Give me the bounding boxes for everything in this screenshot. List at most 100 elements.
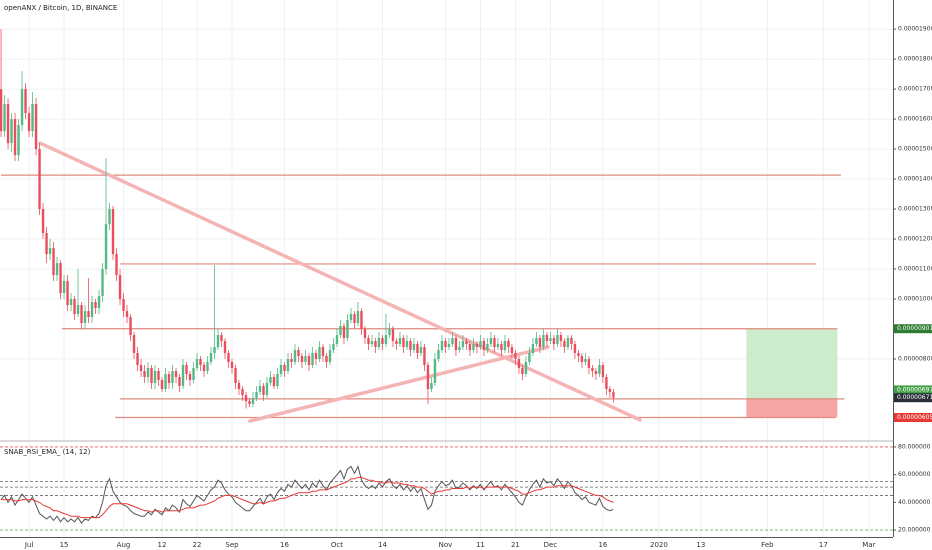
candle-body (209, 353, 213, 363)
x-tick-label: 11 (476, 541, 485, 549)
candle-body (601, 365, 605, 378)
candle-body (594, 371, 598, 375)
candle-body (276, 374, 279, 387)
indicator-tick-label: 20.000000 (898, 527, 931, 534)
candle-body (97, 296, 101, 309)
candle-body (367, 338, 370, 345)
candle-body (174, 371, 178, 378)
candle-body (409, 341, 412, 351)
x-tick-label: 2020 (650, 541, 668, 549)
candle-body (503, 341, 507, 351)
candle-body (300, 356, 304, 363)
candle-body (111, 209, 115, 255)
candle-body (213, 347, 216, 354)
candle-body (258, 386, 262, 393)
price-label: 0.00000697 (897, 386, 932, 393)
candle-body (458, 347, 461, 351)
x-tick-label: 15 (60, 541, 69, 549)
candle-body (129, 317, 132, 336)
candle-body (486, 344, 489, 351)
candle-body (73, 299, 76, 315)
x-tick-label: 12 (158, 541, 167, 549)
candle-body (206, 362, 209, 372)
candle-body (388, 329, 391, 336)
x-tick-label: 21 (511, 541, 520, 549)
y-tick-label: 0.00001600 (898, 116, 932, 123)
candle-body (13, 119, 17, 156)
candle-body (262, 386, 265, 396)
x-tick-label: Jul (24, 541, 34, 549)
candle-body (570, 338, 573, 345)
candle-body (605, 377, 608, 390)
y-tick-label: 0.00001700 (898, 86, 932, 93)
candle-body (150, 368, 153, 384)
candle-body (405, 341, 409, 348)
trend-line (38, 141, 642, 422)
candle-body (66, 281, 69, 306)
candle-body (87, 311, 90, 318)
candle-body (20, 89, 24, 126)
candle-body (83, 311, 87, 324)
x-tick-label: 22 (193, 541, 202, 549)
candle-body (402, 338, 405, 348)
candle-body (6, 104, 10, 144)
candle-body (318, 347, 321, 360)
candle-body (125, 311, 129, 318)
price-label-box (894, 324, 932, 334)
candle-body (265, 383, 269, 396)
candle-body (398, 338, 402, 345)
x-tick-label: Dec (544, 541, 558, 549)
candle-body (195, 359, 199, 369)
candle-body (185, 365, 188, 375)
x-tick-label: Nov (439, 541, 453, 549)
candle-body (374, 341, 377, 348)
candle-body (580, 356, 584, 363)
candle-body (101, 269, 104, 297)
candle-body (122, 299, 125, 312)
candle-body (90, 302, 94, 318)
candle-body (349, 314, 353, 321)
candle-body (566, 338, 570, 348)
candle-body (0, 89, 3, 132)
candle-body (10, 119, 13, 144)
candle-body (290, 359, 293, 363)
x-tick-label: Aug (117, 541, 131, 549)
candle-body (552, 338, 556, 345)
candle-body (587, 359, 591, 369)
candle-body (251, 398, 255, 405)
y-tick-label: 0.00001500 (898, 146, 932, 153)
candle-body (454, 338, 458, 351)
candle-body (59, 263, 62, 294)
indicator-tick-label: 80.000000 (898, 443, 931, 450)
candle-body (220, 335, 223, 342)
candle-body (104, 224, 108, 270)
candle-body (132, 335, 136, 354)
candle-body (199, 359, 202, 366)
candle-body (538, 338, 542, 348)
candle-body (433, 359, 437, 384)
candle-body (237, 383, 241, 390)
candle-body (545, 335, 549, 342)
candle-body (363, 329, 367, 339)
candle-body (430, 383, 433, 390)
price-label-box (894, 385, 932, 395)
candle-body (181, 365, 185, 387)
candle-body (272, 377, 276, 387)
candle-body (377, 338, 381, 348)
candle-body (391, 329, 395, 342)
candle-body (52, 248, 55, 276)
candle-body (279, 365, 283, 375)
candle-body (489, 338, 493, 345)
candle-body (381, 338, 384, 345)
candle-body (451, 338, 454, 345)
candle-body (38, 149, 41, 210)
candle-body (244, 395, 248, 402)
candle-body (535, 338, 538, 345)
candle-body (255, 392, 258, 399)
indicator-title: SNAB_RSI_EMA_ (14, 12) (4, 448, 91, 456)
candle-body (31, 104, 34, 132)
price-label: 0.00000605 (897, 414, 932, 421)
y-tick-label: 0.00001200 (898, 236, 932, 243)
candle-body (297, 350, 300, 357)
